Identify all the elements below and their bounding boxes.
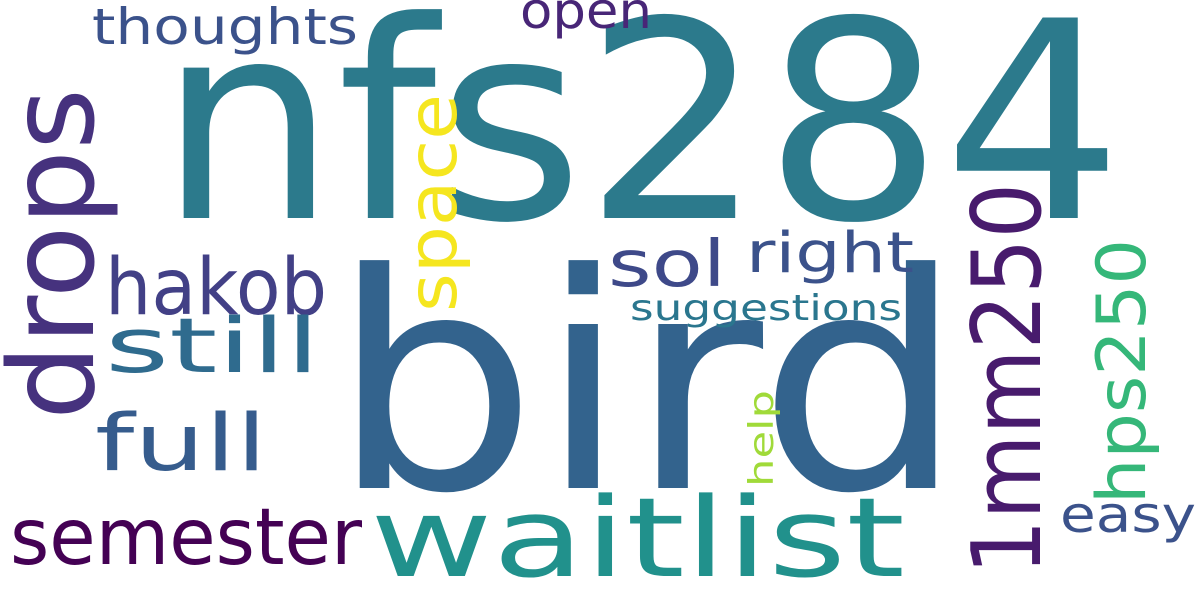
word-easy: easy	[1060, 486, 1196, 544]
word-drops: drops	[0, 88, 121, 420]
word-bird: bird	[330, 210, 965, 559]
word-semester: semester	[10, 493, 363, 583]
word-sol: sol	[608, 228, 726, 302]
word-hps250: hps250	[1083, 239, 1162, 504]
word-still: still	[105, 301, 320, 390]
word-hakob: hakob	[105, 243, 327, 333]
word-nfs284: nfs284	[158, 0, 1123, 283]
word-full: full	[95, 399, 267, 489]
word-open: open	[520, 0, 652, 40]
word-thoughts: thoughts	[92, 0, 358, 56]
word-help: help	[742, 390, 782, 487]
word-space: space	[394, 94, 473, 312]
word-waitlist: waitlist	[370, 474, 905, 600]
word-suggestions: suggestions	[630, 288, 902, 329]
word-right: right	[746, 221, 914, 286]
word-1mm250: 1mm250	[953, 183, 1063, 575]
